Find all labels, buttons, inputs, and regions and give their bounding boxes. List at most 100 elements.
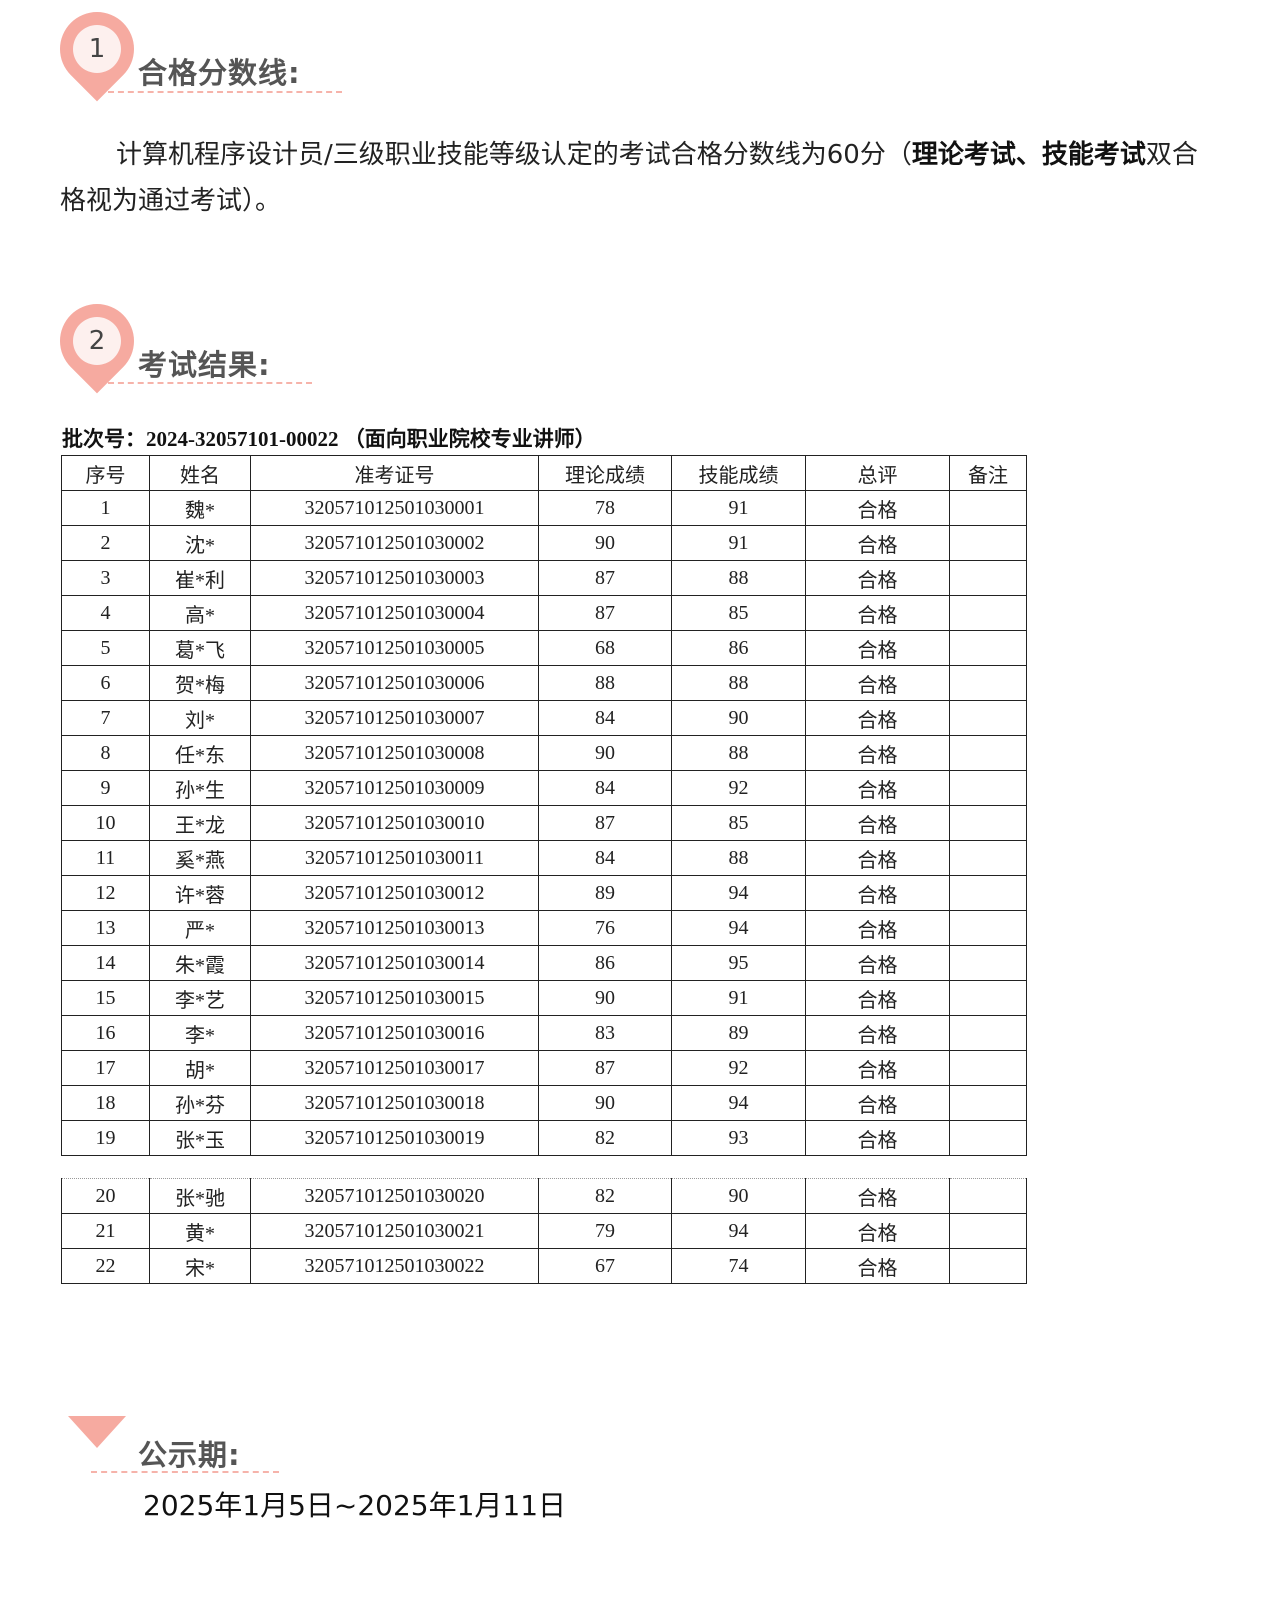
cell-exam-id: 320571012501030011 xyxy=(250,840,539,876)
table-row: 16 李* 320571012501030016 83 89 合格 xyxy=(61,1015,1027,1051)
cell-remark xyxy=(949,595,1027,631)
cell-skill-score: 89 xyxy=(671,1015,806,1051)
cell-skill-score: 91 xyxy=(671,490,806,526)
section-number: 2 xyxy=(73,317,121,365)
cell-exam-id: 320571012501030014 xyxy=(250,945,539,981)
cell-seq: 14 xyxy=(61,945,150,981)
cell-remark xyxy=(949,770,1027,806)
cell-remark xyxy=(949,805,1027,841)
column-header: 准考证号 xyxy=(250,455,539,491)
cell-overall: 合格 xyxy=(805,1050,950,1086)
cell-theory-score: 87 xyxy=(538,805,672,841)
cell-name: 宋* xyxy=(149,1248,251,1284)
divider xyxy=(108,382,312,384)
cell-name: 刘* xyxy=(149,700,251,736)
cell-seq: 19 xyxy=(61,1120,150,1156)
section-1-marker: 1 xyxy=(44,0,150,102)
section-1-title: 合格分数线: xyxy=(138,56,301,90)
cell-seq: 10 xyxy=(61,805,150,841)
cell-theory-score: 87 xyxy=(538,1050,672,1086)
cell-remark xyxy=(949,700,1027,736)
cell-remark xyxy=(949,1120,1027,1156)
cell-overall: 合格 xyxy=(805,840,950,876)
cell-name: 王*龙 xyxy=(149,805,251,841)
table-row: 15 李*艺 320571012501030015 90 91 合格 xyxy=(61,980,1027,1016)
cell-overall: 合格 xyxy=(805,945,950,981)
cell-remark xyxy=(949,560,1027,596)
cell-name: 葛*飞 xyxy=(149,630,251,666)
cell-skill-score: 95 xyxy=(671,945,806,981)
table-row: 18 孙*芬 320571012501030018 90 94 合格 xyxy=(61,1085,1027,1121)
cell-name: 魏* xyxy=(149,490,251,526)
cell-exam-id: 320571012501030009 xyxy=(250,770,539,806)
cell-theory-score: 84 xyxy=(538,700,672,736)
cell-name: 朱*霞 xyxy=(149,945,251,981)
cell-overall: 合格 xyxy=(805,595,950,631)
cell-exam-id: 320571012501030019 xyxy=(250,1120,539,1156)
cell-seq: 1 xyxy=(61,490,150,526)
cell-exam-id: 320571012501030006 xyxy=(250,665,539,701)
cell-skill-score: 90 xyxy=(671,1178,806,1214)
table-row: 11 奚*燕 320571012501030011 84 88 合格 xyxy=(61,840,1027,876)
cell-name: 许*蓉 xyxy=(149,875,251,911)
paragraph-bold-text: 理论考试、技能考试 xyxy=(911,140,1146,170)
cell-exam-id: 320571012501030017 xyxy=(250,1050,539,1086)
table-row: 8 任*东 320571012501030008 90 88 合格 xyxy=(61,735,1027,771)
cell-theory-score: 90 xyxy=(538,735,672,771)
cell-skill-score: 94 xyxy=(671,910,806,946)
cell-exam-id: 320571012501030007 xyxy=(250,700,539,736)
cell-exam-id: 320571012501030013 xyxy=(250,910,539,946)
column-header: 理论成绩 xyxy=(538,455,672,491)
cell-name: 张*玉 xyxy=(149,1120,251,1156)
cell-seq: 18 xyxy=(61,1085,150,1121)
cell-skill-score: 88 xyxy=(671,840,806,876)
cell-seq: 13 xyxy=(61,910,150,946)
cell-name: 贺*梅 xyxy=(149,665,251,701)
cell-remark xyxy=(949,1213,1027,1249)
cell-skill-score: 94 xyxy=(671,875,806,911)
section-number: 1 xyxy=(73,25,121,73)
cell-seq: 22 xyxy=(61,1248,150,1284)
cell-exam-id: 320571012501030016 xyxy=(250,1015,539,1051)
cell-remark xyxy=(949,980,1027,1016)
table-row: 12 许*蓉 320571012501030012 89 94 合格 xyxy=(61,875,1027,911)
cell-name: 崔*利 xyxy=(149,560,251,596)
cell-remark xyxy=(949,1178,1027,1214)
cell-remark xyxy=(949,945,1027,981)
cell-skill-score: 94 xyxy=(671,1213,806,1249)
column-header: 姓名 xyxy=(149,455,251,491)
divider xyxy=(91,1471,279,1473)
cell-remark xyxy=(949,525,1027,561)
cell-overall: 合格 xyxy=(805,1085,950,1121)
cell-theory-score: 83 xyxy=(538,1015,672,1051)
cell-seq: 17 xyxy=(61,1050,150,1086)
cell-overall: 合格 xyxy=(805,560,950,596)
cell-theory-score: 82 xyxy=(538,1120,672,1156)
cell-overall: 合格 xyxy=(805,1213,950,1249)
cell-name: 严* xyxy=(149,910,251,946)
cell-seq: 7 xyxy=(61,700,150,736)
cell-skill-score: 91 xyxy=(671,980,806,1016)
cell-seq: 8 xyxy=(61,735,150,771)
paragraph-text: 计算机程序设计员/三级职业技能等级认定的考试合格分数线为60分（ xyxy=(116,140,912,170)
cell-overall: 合格 xyxy=(805,1178,950,1214)
table-row: 7 刘* 320571012501030007 84 90 合格 xyxy=(61,700,1027,736)
cell-remark xyxy=(949,630,1027,666)
cell-overall: 合格 xyxy=(805,1248,950,1284)
table-row: 19 张*玉 320571012501030019 82 93 合格 xyxy=(61,1120,1027,1156)
results-table: 序号 姓名 准考证号 理论成绩 技能成绩 总评 备注 1 魏* 3205710125010300… xyxy=(61,455,1027,1156)
cell-name: 黄* xyxy=(149,1213,251,1249)
cell-overall: 合格 xyxy=(805,1015,950,1051)
column-header: 备注 xyxy=(949,455,1027,491)
publicity-period: 2025年1月5日~2025年1月11日 xyxy=(143,1489,567,1522)
cell-name: 高* xyxy=(149,595,251,631)
cell-theory-score: 68 xyxy=(538,630,672,666)
cell-theory-score: 86 xyxy=(538,945,672,981)
cell-name: 沈* xyxy=(149,525,251,561)
cell-exam-id: 320571012501030003 xyxy=(250,560,539,596)
cell-skill-score: 88 xyxy=(671,560,806,596)
cell-exam-id: 320571012501030020 xyxy=(250,1178,539,1214)
cell-name: 任*东 xyxy=(149,735,251,771)
table-row: 6 贺*梅 320571012501030006 88 88 合格 xyxy=(61,665,1027,701)
column-header: 总评 xyxy=(805,455,950,491)
